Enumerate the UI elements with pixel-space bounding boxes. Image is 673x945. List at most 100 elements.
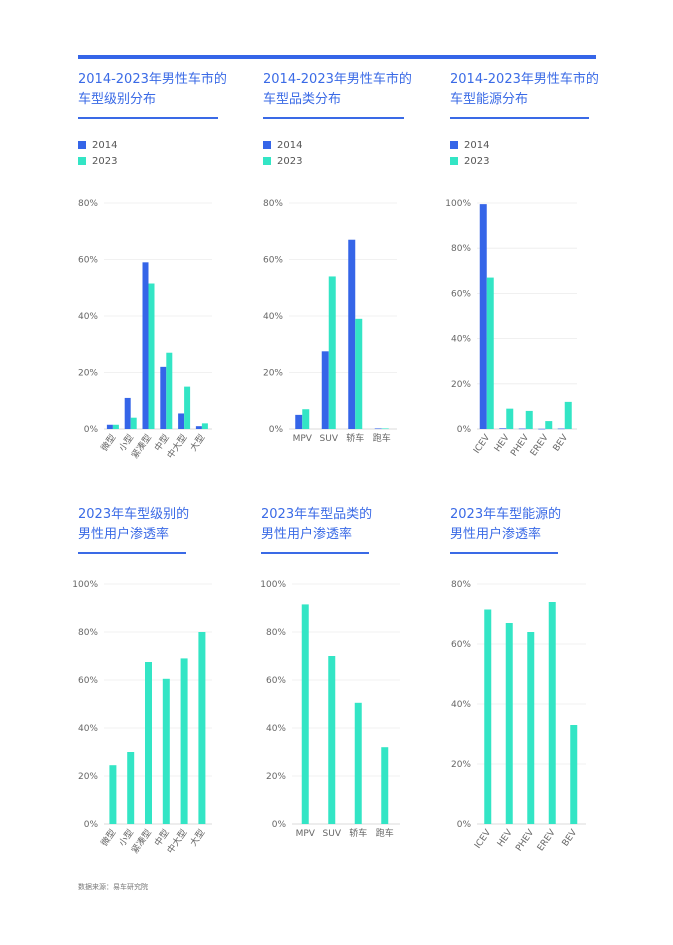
bar-2023-5 xyxy=(184,386,191,429)
legend: 2014 2023 xyxy=(263,137,413,169)
bar-2023-2 xyxy=(328,276,336,429)
data-source-note: 数据来源：易车研究院 xyxy=(78,883,148,891)
bar-2023-4 xyxy=(166,352,173,429)
y-tick-label: 80% xyxy=(78,199,98,209)
panel-title: 2023年车型品类的 男性用户渗透率 xyxy=(261,505,411,545)
bar-2023-5 xyxy=(570,725,578,824)
legend-item-2014: 2014 xyxy=(78,137,228,153)
x-tick-label: 小型 xyxy=(117,827,136,848)
x-tick-label: 轿车 xyxy=(346,432,364,444)
bar-2023-1 xyxy=(109,765,117,824)
bar-2014-4 xyxy=(538,428,546,430)
bar-2014-3 xyxy=(518,428,526,430)
y-tick-label: 0% xyxy=(269,425,284,435)
legend-swatch xyxy=(78,157,86,165)
x-tick-label: 紧凑型 xyxy=(129,432,154,461)
bar-2014-1 xyxy=(295,414,303,429)
x-tick-label: HEV xyxy=(493,432,512,454)
panel-title-line1: 2014-2023年男性车市的 xyxy=(263,72,412,87)
y-tick-label: 100% xyxy=(72,580,98,590)
y-tick-label: 100% xyxy=(445,199,471,209)
x-tick-label: ICEV xyxy=(472,432,493,455)
bar-2014-3 xyxy=(142,262,149,429)
bar-2023-3 xyxy=(148,283,155,429)
y-tick-label: 20% xyxy=(266,772,286,782)
legend-swatch xyxy=(263,157,271,165)
y-tick-label: 20% xyxy=(263,369,283,379)
bar-2023-3 xyxy=(525,410,533,429)
panel-title-line1: 2023年车型品类的 xyxy=(261,507,373,522)
panel-title-line1: 2023年车型能源的 xyxy=(450,507,562,522)
legend-label: 2014 xyxy=(464,139,490,151)
bar-2023-6 xyxy=(198,632,206,824)
y-tick-label: 80% xyxy=(451,580,471,590)
y-tick-label: 80% xyxy=(451,244,471,254)
y-tick-label: 60% xyxy=(78,676,98,686)
x-tick-label: PHEV xyxy=(509,432,531,458)
panel-energy-distribution: 2014-2023年男性车市的 车型能源分布 2014 2023 xyxy=(450,70,600,169)
bar-2023-3 xyxy=(354,702,362,824)
legend-swatch xyxy=(450,141,458,149)
bar-2023-2 xyxy=(130,417,137,429)
x-tick-label: BEV xyxy=(561,827,580,848)
y-tick-label: 40% xyxy=(263,312,283,322)
panel-title-line2: 男性用户渗透率 xyxy=(261,527,353,542)
panel-level-penetration: 2023年车型级别的 男性用户渗透率 xyxy=(78,505,228,554)
y-tick-label: 40% xyxy=(451,700,471,710)
panel-title-line1: 2014-2023年男性车市的 xyxy=(78,72,227,87)
bar-2023-4 xyxy=(545,421,553,429)
x-tick-label: 大型 xyxy=(187,827,207,849)
x-tick-label: 大型 xyxy=(187,432,207,454)
y-tick-label: 0% xyxy=(457,425,472,435)
panel-category-distribution: 2014-2023年男性车市的 车型品类分布 2014 2023 xyxy=(263,70,413,169)
bar-2023-2 xyxy=(506,408,514,429)
panel-title-line2: 车型品类分布 xyxy=(263,92,342,107)
x-tick-label: 中型 xyxy=(152,827,172,849)
y-tick-label: 20% xyxy=(451,760,471,770)
panel-title-line2: 男性用户渗透率 xyxy=(450,527,542,542)
legend-item-2014: 2014 xyxy=(263,137,413,153)
bar-2023-4 xyxy=(381,428,389,430)
legend: 2014 2023 xyxy=(450,137,600,169)
y-tick-label: 60% xyxy=(78,256,98,266)
bar-2014-2 xyxy=(321,351,329,429)
panel-title-line1: 2023年车型级别的 xyxy=(78,507,190,522)
y-tick-label: 20% xyxy=(451,380,471,390)
y-tick-label: 0% xyxy=(272,820,287,830)
panel-title-line2: 车型级别分布 xyxy=(78,92,157,107)
x-tick-label: BEV xyxy=(552,432,571,453)
panel-title-line1: 2014-2023年男性车市的 xyxy=(450,72,599,87)
bar-2023-4 xyxy=(548,602,556,824)
x-tick-label: 中大型 xyxy=(164,432,189,461)
bar-2014-2 xyxy=(499,428,507,429)
legend-item-2023: 2023 xyxy=(263,153,413,169)
bar-2023-3 xyxy=(145,662,152,824)
bar-2023-1 xyxy=(301,604,309,824)
title-underline xyxy=(450,552,558,554)
legend-item-2023: 2023 xyxy=(450,153,600,169)
legend-item-2023: 2023 xyxy=(78,153,228,169)
panel-energy-penetration: 2023年车型能源的 男性用户渗透率 xyxy=(450,505,600,554)
y-tick-label: 60% xyxy=(451,640,471,650)
y-tick-label: 40% xyxy=(266,724,286,734)
bar-2014-2 xyxy=(124,397,131,429)
x-tick-label: 跑车 xyxy=(376,827,394,839)
panel-title: 2023年车型能源的 男性用户渗透率 xyxy=(450,505,600,545)
y-tick-label: 100% xyxy=(260,580,286,590)
bar-2014-5 xyxy=(178,413,185,429)
bar-2023-1 xyxy=(302,409,310,429)
bar-2023-2 xyxy=(127,752,135,824)
panel-title: 2023年车型级别的 男性用户渗透率 xyxy=(78,505,228,545)
legend-label: 2023 xyxy=(277,155,303,167)
y-tick-label: 0% xyxy=(457,820,472,830)
x-tick-label: 微型 xyxy=(98,432,118,454)
y-tick-label: 80% xyxy=(263,199,283,209)
x-tick-label: 中大型 xyxy=(164,827,189,856)
x-tick-label: MPV xyxy=(293,434,313,444)
bar-2014-1 xyxy=(106,424,113,429)
bar-2023-1 xyxy=(486,277,494,429)
panel-title: 2014-2023年男性车市的 车型级别分布 xyxy=(78,70,228,110)
bar-2014-6 xyxy=(195,426,202,429)
panel-title-line2: 车型能源分布 xyxy=(450,92,529,107)
x-tick-label: MPV xyxy=(296,829,316,839)
